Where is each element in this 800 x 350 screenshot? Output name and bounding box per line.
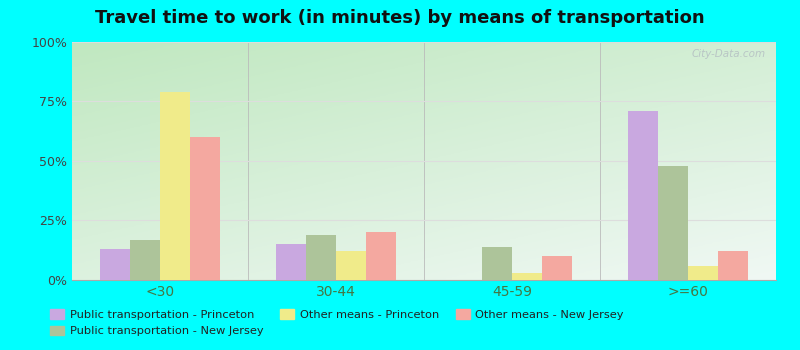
Bar — [718, 251, 748, 280]
Bar — [658, 166, 688, 280]
Bar — [482, 247, 512, 280]
Bar — [366, 232, 396, 280]
Text: City-Data.com: City-Data.com — [691, 49, 766, 59]
Bar — [100, 249, 130, 280]
Bar — [628, 111, 658, 280]
Bar — [512, 273, 542, 280]
Bar — [336, 251, 366, 280]
Bar — [542, 256, 572, 280]
Bar — [190, 137, 220, 280]
Bar — [688, 266, 718, 280]
Bar — [130, 239, 160, 280]
Legend: Public transportation - Princeton, Public transportation - New Jersey, Other mea: Public transportation - Princeton, Publi… — [46, 305, 629, 341]
Bar — [160, 92, 190, 280]
Text: Travel time to work (in minutes) by means of transportation: Travel time to work (in minutes) by mean… — [95, 9, 705, 27]
Bar — [276, 244, 306, 280]
Bar — [306, 235, 336, 280]
